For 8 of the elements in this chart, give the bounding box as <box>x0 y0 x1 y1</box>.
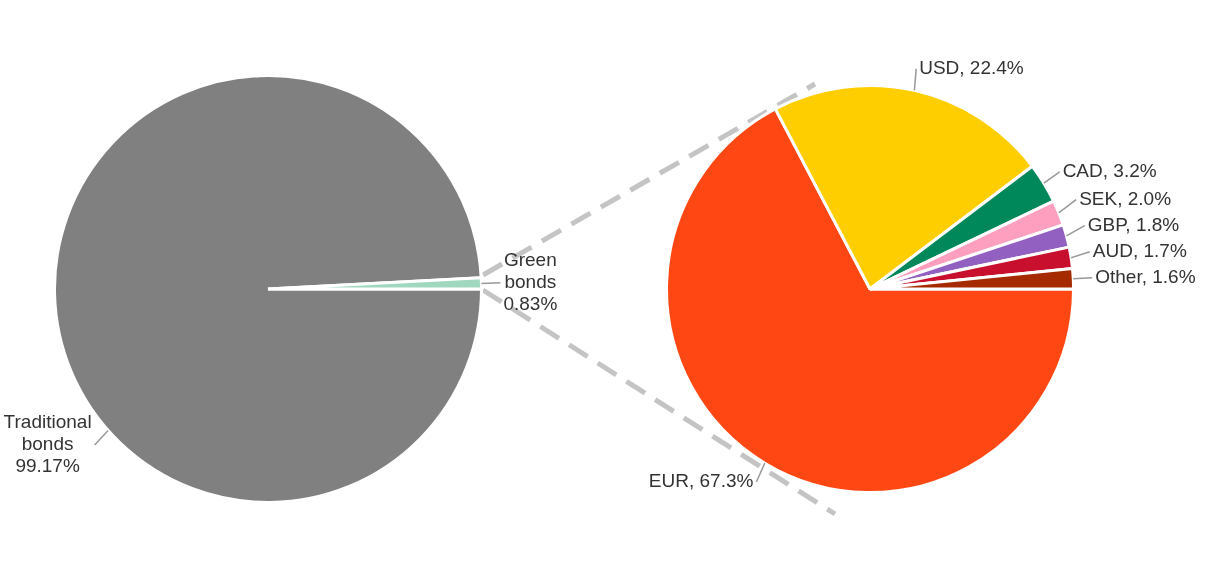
data-label: 99.17% <box>15 455 80 477</box>
slice-label: GBP, 1.8% <box>1087 213 1180 235</box>
slice-label: Other, 1.6% <box>1095 265 1196 287</box>
slice-label: USD, 22.4% <box>919 57 1024 79</box>
slice-label: CAD, 3.2% <box>1062 160 1157 182</box>
slice-label: SEK, 2.0% <box>1079 187 1172 209</box>
slice-label: Traditional bonds <box>3 411 92 455</box>
slice-label: AUD, 1.7% <box>1092 239 1187 261</box>
